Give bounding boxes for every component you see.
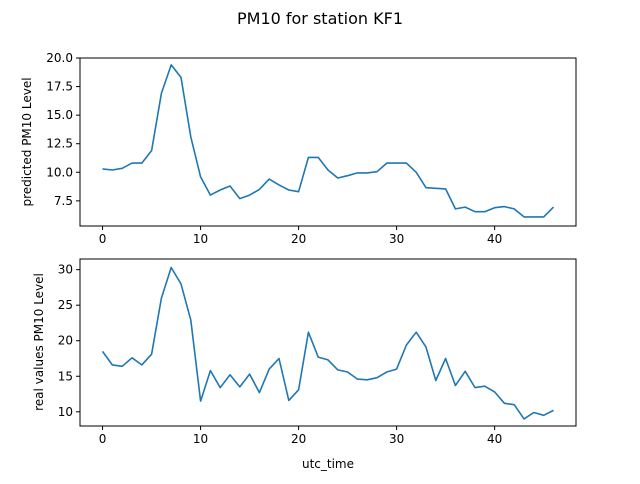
- xtick-label: 30: [389, 432, 404, 446]
- series-line-real: [103, 268, 554, 419]
- ytick-label: 10.0: [46, 165, 73, 179]
- ytick-label: 10: [58, 405, 73, 419]
- ytick-label: 20: [58, 334, 73, 348]
- subplot-real: real values PM10 Level utc_time 0 10 20 30 4…: [32, 259, 576, 471]
- xlabel-real: utc_time: [302, 457, 354, 471]
- figure-title: PM10 for station KF1: [237, 9, 403, 28]
- xtick-label: 0: [99, 232, 107, 246]
- xtick-label: 40: [487, 232, 502, 246]
- series-line-predicted: [103, 65, 554, 217]
- xtick-label: 10: [193, 432, 208, 446]
- xtick-label: 40: [487, 432, 502, 446]
- xtick-label: 20: [291, 432, 306, 446]
- xtick-label: 30: [389, 232, 404, 246]
- ylabel-real: real values PM10 Level: [32, 273, 46, 411]
- plot-area-predicted: [80, 58, 576, 226]
- ytick-label: 17.5: [46, 80, 73, 94]
- ytick-label: 30: [58, 263, 73, 277]
- ytick-label: 12.5: [46, 137, 73, 151]
- xtick-label: 20: [291, 232, 306, 246]
- ytick-label: 15: [58, 369, 73, 383]
- ytick-label: 15.0: [46, 108, 73, 122]
- ytick-label: 7.5: [54, 194, 73, 208]
- ylabel-predicted: predicted PM10 Level: [20, 77, 34, 206]
- subplot-predicted: predicted PM10 Level 0 10 20 30 40 7.5 10.0 12.…: [20, 51, 576, 246]
- ytick-label: 20.0: [46, 51, 73, 65]
- xtick-label: 10: [193, 232, 208, 246]
- ytick-label: 25: [58, 298, 73, 312]
- xtick-label: 0: [99, 432, 107, 446]
